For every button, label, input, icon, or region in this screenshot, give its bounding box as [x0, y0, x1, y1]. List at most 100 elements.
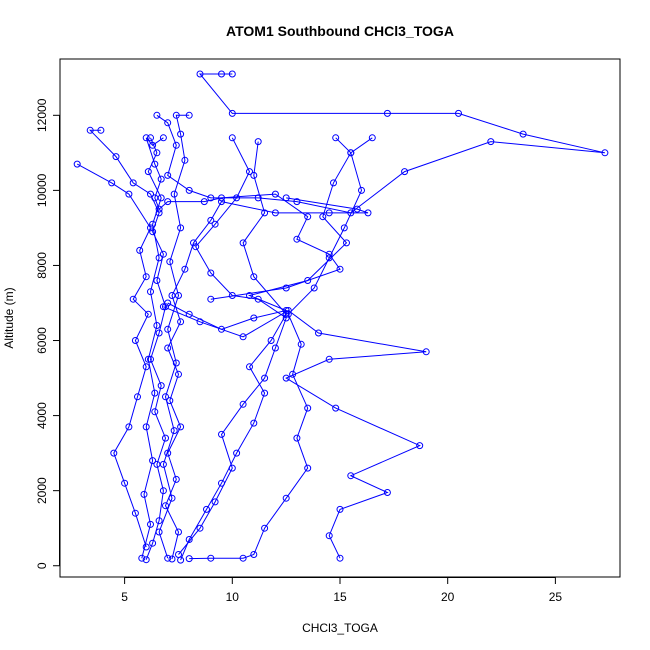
series-line: [141, 137, 162, 559]
data-point: [170, 190, 178, 198]
data-point: [218, 479, 225, 487]
data-point: [282, 307, 290, 314]
data-point: [401, 168, 409, 176]
data-point: [162, 303, 169, 311]
series-6: [73, 160, 154, 551]
data-point: [325, 209, 333, 217]
y-tick-label: 6000: [35, 327, 49, 354]
data-point: [159, 460, 167, 468]
data-point: [519, 130, 527, 138]
data-point: [153, 277, 161, 284]
data-point: [347, 209, 355, 217]
data-point: [218, 70, 225, 78]
data-point: [177, 224, 185, 232]
data-point: [239, 333, 247, 341]
series-line: [145, 137, 341, 300]
x-tick-label: 25: [549, 590, 563, 604]
data-point: [218, 198, 225, 206]
series-2: [162, 194, 372, 563]
data-point: [164, 171, 172, 179]
series-line: [178, 137, 287, 555]
series-3: [153, 70, 609, 217]
data-point: [282, 284, 290, 292]
data-point: [207, 194, 215, 202]
data-point: [175, 528, 182, 536]
data-point: [110, 449, 118, 457]
data-point: [282, 310, 290, 318]
data-point: [207, 216, 215, 224]
data-point: [267, 337, 275, 344]
data-point: [151, 408, 159, 416]
data-point: [162, 393, 169, 401]
series-line: [189, 137, 363, 560]
data-point: [233, 194, 241, 202]
data-point: [147, 134, 154, 142]
data-point: [142, 423, 150, 431]
series-line: [167, 137, 373, 330]
data-point: [315, 329, 322, 337]
data-point: [233, 449, 241, 457]
data-point: [261, 389, 269, 397]
data-point: [142, 543, 150, 551]
y-tick-label: 4000: [35, 402, 49, 429]
data-point: [155, 528, 163, 536]
data-point: [358, 186, 365, 194]
data-point: [149, 228, 157, 236]
data-point: [168, 494, 176, 502]
data-point: [185, 186, 193, 194]
data-point: [192, 243, 200, 251]
y-tick-label: 2000: [35, 477, 49, 504]
data-point: [131, 337, 139, 344]
data-point: [164, 344, 172, 352]
data-point: [172, 141, 180, 149]
data-point: [228, 134, 236, 142]
data-point: [332, 404, 340, 412]
data-point: [261, 209, 269, 217]
data-point: [347, 472, 355, 480]
data-point: [162, 434, 169, 442]
data-point: [336, 554, 344, 562]
series-line: [158, 114, 190, 559]
data-point: [330, 179, 337, 187]
x-axis: 5 10 15 20 25: [121, 577, 562, 604]
data-point: [142, 556, 150, 564]
data-point: [121, 479, 129, 487]
data-point: [284, 310, 292, 318]
y-axis: 0 2000 4000 6000 8000 10000 12000: [35, 98, 60, 569]
data-point: [250, 419, 258, 427]
x-tick-label: 10: [226, 590, 240, 604]
data-point: [196, 70, 204, 78]
data-point: [125, 423, 133, 431]
data-point: [239, 239, 247, 247]
data-point: [159, 303, 167, 311]
data-point: [129, 179, 137, 187]
data-point: [177, 318, 185, 326]
data-point: [228, 70, 236, 78]
series-5: [175, 134, 290, 558]
data-point: [157, 382, 165, 390]
data-point: [175, 370, 182, 378]
data-point: [170, 427, 178, 435]
series-line: [163, 306, 427, 559]
series-11: [177, 138, 290, 564]
x-tick-label: 15: [333, 590, 347, 604]
data-point: [168, 555, 176, 563]
data-point: [207, 269, 215, 277]
data-point: [153, 111, 161, 119]
data-point: [164, 198, 172, 206]
data-point: [144, 355, 152, 363]
series-line: [156, 73, 606, 214]
data-point: [310, 284, 318, 292]
data-point: [166, 258, 174, 266]
data-point: [149, 539, 157, 547]
data-point: [239, 554, 247, 562]
data-point: [142, 134, 150, 142]
data-point: [144, 168, 152, 176]
series-9: [155, 111, 193, 562]
data-point: [185, 111, 193, 119]
data-point: [293, 235, 301, 243]
data-point: [164, 299, 172, 307]
data-point: [353, 205, 361, 213]
data-point: [155, 205, 163, 213]
